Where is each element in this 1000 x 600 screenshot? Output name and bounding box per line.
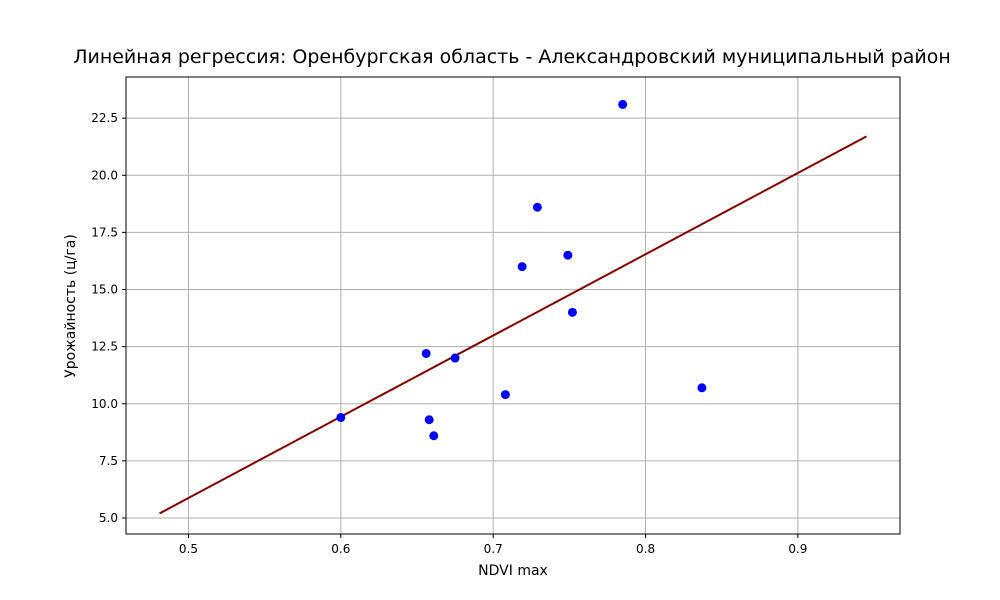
scatter-point	[450, 353, 460, 363]
axis-ticks: 0.5 0.6 0.7 0.8 0.9 5.0 7.5 10.0 12.5 15.0 17.5 20.…	[91, 111, 807, 556]
y-tick-label: 12.5	[91, 340, 118, 354]
y-tick-label: 20.0	[91, 168, 118, 182]
chart-title: Линейная регрессия: Оренбургская область…	[73, 46, 951, 68]
x-tick-label: 0.7	[484, 542, 503, 556]
scatter-point	[563, 250, 573, 260]
scatter-point	[517, 262, 527, 272]
scatter-point	[336, 412, 346, 422]
scatter-point	[421, 348, 431, 358]
scatter-points	[336, 99, 707, 441]
scatter-point	[697, 383, 707, 393]
y-tick-label: 15.0	[91, 283, 118, 297]
scatter-point	[500, 390, 510, 400]
regression-line	[159, 135, 867, 515]
y-tick-label: 10.0	[91, 397, 118, 411]
grid	[126, 77, 900, 534]
x-tick-label: 0.9	[788, 542, 807, 556]
y-tick-label: 17.5	[91, 225, 118, 239]
scatter-point	[532, 202, 542, 212]
plot-area-frame	[125, 76, 901, 535]
scatter-point	[618, 99, 628, 109]
scatter-point	[429, 431, 439, 441]
scatter-point	[424, 415, 434, 425]
x-tick-label: 0.5	[179, 542, 198, 556]
regression-line-layer	[159, 135, 867, 515]
y-tick-label: 22.5	[91, 111, 118, 125]
x-axis-label: NDVI max	[478, 563, 548, 579]
scatter-point	[567, 307, 577, 317]
x-tick-label: 0.6	[331, 542, 350, 556]
y-tick-label: 7.5	[99, 454, 118, 468]
x-tick-label: 0.8	[636, 542, 655, 556]
y-axis-label: Урожайность (ц/га)	[63, 234, 79, 378]
y-tick-label: 5.0	[99, 511, 118, 525]
